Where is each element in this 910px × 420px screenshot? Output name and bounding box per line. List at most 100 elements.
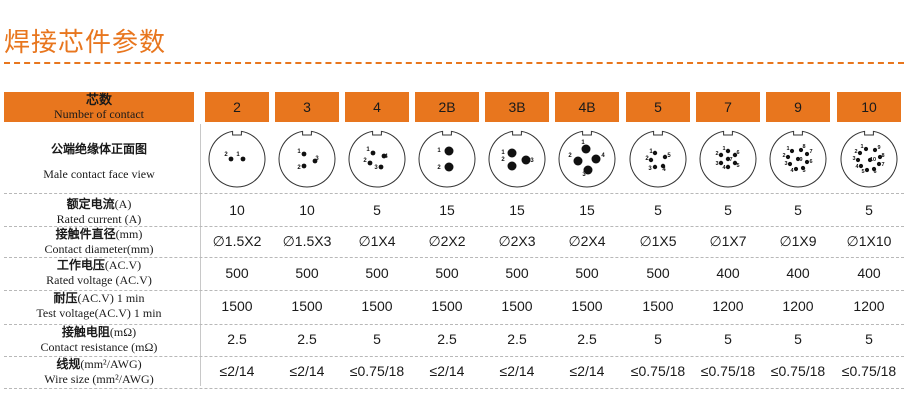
insulator-outline xyxy=(699,130,757,188)
face-row-label: 公端绝缘体正面图 Male contact face view xyxy=(4,142,194,181)
pin-number-label: 1 xyxy=(501,150,505,156)
row-label-unit: (AC.V) xyxy=(104,258,142,272)
cell-2B: 15 xyxy=(439,202,455,218)
pin-number-label: 4 xyxy=(662,167,666,173)
row-label: 接触件直径(mm) Contact diameter(mm) xyxy=(4,227,194,256)
pin-number-label: 9 xyxy=(799,157,802,163)
cell-3: 1500 xyxy=(291,298,323,314)
pin-number-label: 6 xyxy=(736,150,739,156)
row-label-unit: (AC.V) 1 min xyxy=(77,291,145,305)
row-divider xyxy=(4,324,904,325)
cell-9: ∅1X9 xyxy=(779,233,817,249)
cell-3B: ∅2X3 xyxy=(498,233,536,249)
insulator-outline xyxy=(488,130,546,188)
insulator-outline xyxy=(840,130,898,188)
contact-pin xyxy=(876,161,882,167)
contact-pin xyxy=(507,148,517,158)
row-label-en: Contact diameter(mm) xyxy=(44,242,154,256)
cell-9: 1200 xyxy=(782,298,814,314)
header-cell-4B: 4B xyxy=(555,92,619,122)
row-label-unit: (mΩ) xyxy=(109,325,137,339)
pin-number-label: 4 xyxy=(855,164,859,170)
cell-2: 10 xyxy=(229,202,245,218)
face-row-label-en: Male contact face view xyxy=(43,167,155,181)
cell-3B: 500 xyxy=(505,265,529,281)
cell-3B: 1500 xyxy=(501,298,533,314)
pin-number-label: 1 xyxy=(860,144,863,150)
cell-5: ≤0.75/18 xyxy=(630,363,686,379)
pin-number-label: 2 xyxy=(297,165,301,171)
contact-pin xyxy=(800,165,806,171)
contact-face-10: 1 2 3 4 5 6 7 8 9 10 xyxy=(837,127,901,191)
pin-number-label: 3 xyxy=(374,165,378,171)
cell-4B: ≤2/14 xyxy=(569,363,605,379)
cell-5: 5 xyxy=(654,202,662,218)
pin-number-label: 2 xyxy=(782,153,785,159)
contact-pin xyxy=(660,163,666,169)
contact-pin xyxy=(725,156,731,162)
cell-5: 500 xyxy=(646,265,670,281)
pin-number-label: 9 xyxy=(877,145,880,151)
cell-4: ∅1X4 xyxy=(358,233,396,249)
contact-pin xyxy=(367,160,373,166)
cell-7: ∅1X7 xyxy=(709,233,747,249)
cell-4: 1500 xyxy=(361,298,393,314)
row-label-zh: 线规 xyxy=(56,357,81,371)
row-label-zh: 接触件直径 xyxy=(55,227,116,241)
insulator-outline xyxy=(348,130,406,188)
contact-pin xyxy=(444,162,454,172)
row-label-en: Rated voltage (AC.V) xyxy=(46,273,152,287)
pin-number-label: 2 xyxy=(437,165,441,171)
cell-3: 500 xyxy=(295,265,319,281)
pin-number-label: 1 xyxy=(786,146,789,152)
contact-pin xyxy=(378,164,384,170)
contact-pin xyxy=(312,158,318,164)
contact-pin xyxy=(804,159,810,165)
row-label-unit: (mm²/AWG) xyxy=(80,357,142,371)
pin-number-label: 2 xyxy=(363,158,367,164)
row-label-en: Wire size (mm²/AWG) xyxy=(44,372,154,386)
contact-pin xyxy=(864,167,870,173)
cell-4: 5 xyxy=(373,202,381,218)
pin-number-label: 4 xyxy=(722,165,726,171)
pin-number-label: 4 xyxy=(384,154,388,160)
pin-number-label: 7 xyxy=(809,149,812,155)
pin-number-label: 8 xyxy=(881,153,884,159)
contact-face-3: 1 2 3 xyxy=(275,127,339,191)
contact-face-4B: 1 2 3 4 xyxy=(555,127,619,191)
insulator-outline xyxy=(629,130,687,188)
row-label-unit: (A) xyxy=(114,197,132,211)
pin-number-label: 1 xyxy=(722,146,725,152)
row-divider xyxy=(4,257,904,258)
pin-number-label: 2 xyxy=(854,149,857,155)
cell-7: 1200 xyxy=(712,298,744,314)
pin-number-label: 2 xyxy=(501,157,505,163)
contact-pin xyxy=(370,150,376,156)
row-label-en: Rated current (A) xyxy=(56,212,142,226)
pin-number-label: 7 xyxy=(729,157,732,163)
cell-7: ≤0.75/18 xyxy=(700,363,756,379)
cell-3: ∅1.5X3 xyxy=(282,233,332,249)
pin-number-label: 10 xyxy=(870,157,876,163)
header-cell-4: 4 xyxy=(345,92,409,122)
header-cell-2: 2 xyxy=(205,92,269,122)
contact-face-svg: 1 2 3 4 xyxy=(558,130,616,188)
header-cell-2B: 2B xyxy=(415,92,479,122)
pin-number-label: 8 xyxy=(802,144,805,150)
contact-pin xyxy=(240,156,246,162)
header-cell-9: 9 xyxy=(766,92,830,122)
cell-2B: ∅2X2 xyxy=(428,233,466,249)
pin-number-label: 3 xyxy=(530,158,534,164)
pin-number-label: 5 xyxy=(667,153,671,159)
contact-pin xyxy=(867,157,873,163)
cell-3B: ≤2/14 xyxy=(499,363,535,379)
row-divider xyxy=(4,290,904,291)
cell-4: ≤0.75/18 xyxy=(349,363,405,379)
cell-2: ≤2/14 xyxy=(219,363,255,379)
header-cell-5: 5 xyxy=(626,92,690,122)
